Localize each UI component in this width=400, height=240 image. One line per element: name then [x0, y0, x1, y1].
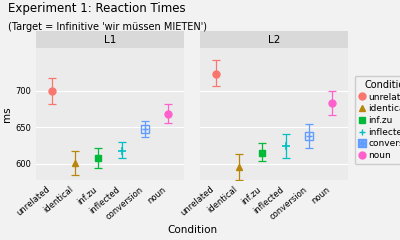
Text: L1: L1: [104, 35, 116, 45]
Legend: unrelated, identical, inf.zu, inflected, conversion, noun: unrelated, identical, inf.zu, inflected,…: [354, 76, 400, 164]
Text: Experiment 1: Reaction Times: Experiment 1: Reaction Times: [8, 2, 186, 15]
Y-axis label: ms: ms: [2, 106, 12, 122]
Text: L2: L2: [268, 35, 280, 45]
Text: (Target = Infinitive 'wir müssen MIETEN'): (Target = Infinitive 'wir müssen MIETEN'…: [8, 22, 207, 32]
Text: Condition: Condition: [167, 225, 217, 235]
